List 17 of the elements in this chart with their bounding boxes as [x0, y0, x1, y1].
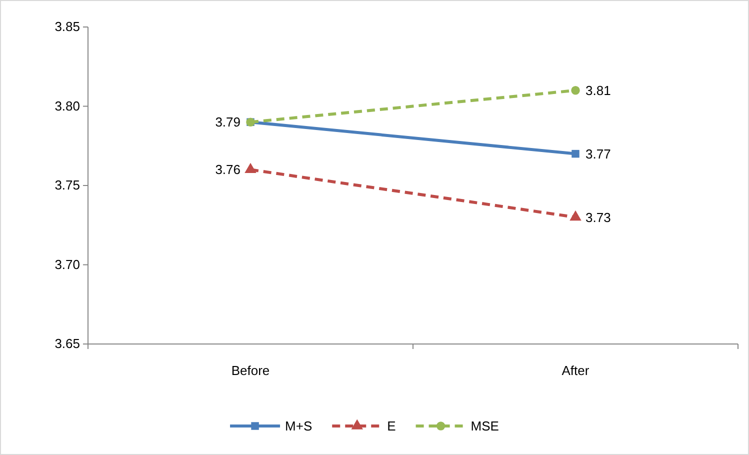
data-label: 3.79: [215, 114, 240, 130]
legend-label: MSE: [470, 418, 500, 434]
y-tick-label: 3.85: [54, 19, 80, 34]
point: [571, 86, 580, 95]
data-label: 3.77: [586, 146, 611, 162]
x-tick-label: Before: [231, 363, 270, 378]
legend-label: E: [387, 418, 396, 434]
x-tick-label: After: [562, 363, 590, 378]
legend-label: M+S: [285, 418, 312, 434]
y-tick-label: 3.65: [54, 336, 80, 352]
data-label: 3.73: [586, 210, 611, 225]
y-tick-label: 3.70: [54, 256, 80, 272]
y-tick-label: 3.75: [54, 178, 80, 193]
y-tick-label: 3.80: [54, 98, 80, 114]
data-label: 3.76: [215, 162, 240, 178]
data-label: 3.81: [586, 82, 611, 98]
point: [572, 150, 580, 158]
